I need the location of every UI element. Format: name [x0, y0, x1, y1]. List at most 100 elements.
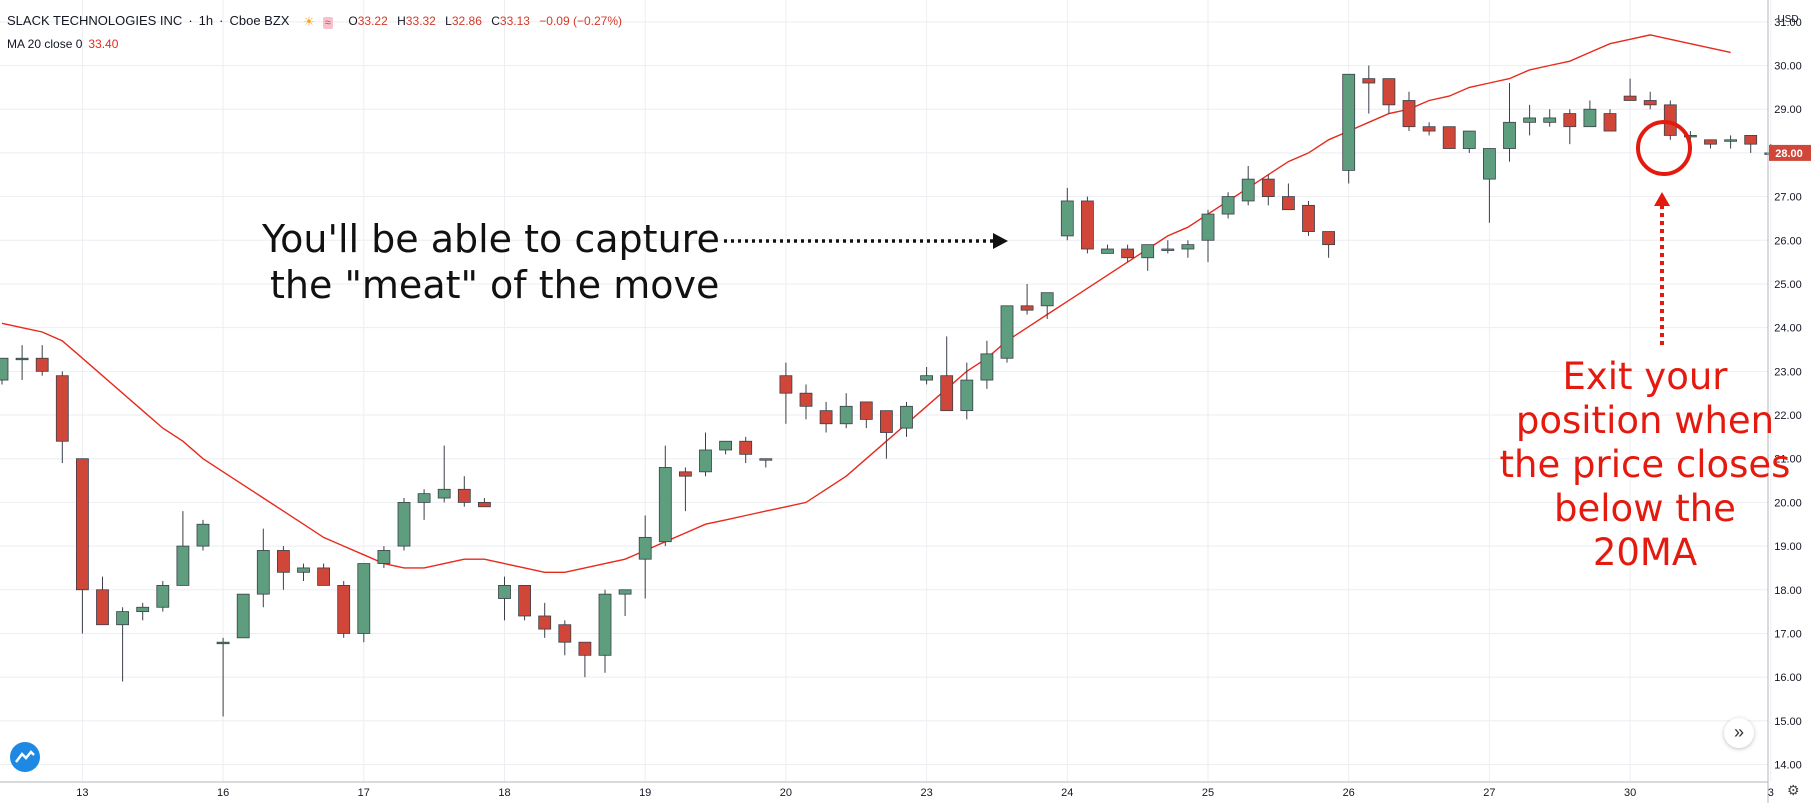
- candle-body: [1583, 108, 1597, 128]
- candle-body: [699, 449, 712, 473]
- x-tick-label: 27: [1483, 787, 1495, 799]
- candle-body: [638, 536, 652, 560]
- candle-body: [759, 458, 773, 461]
- gear-icon[interactable]: ⚙: [1787, 782, 1800, 798]
- x-tick-label: 18: [498, 787, 510, 799]
- candle-body: [578, 641, 592, 656]
- candle-body: [940, 375, 954, 412]
- candle-body: [1020, 305, 1034, 311]
- candle: [759, 458, 773, 468]
- candle-body: [96, 589, 109, 626]
- currency-label: USD: [1777, 14, 1798, 25]
- candle-body: [1241, 178, 1255, 202]
- candle: [116, 607, 129, 682]
- wave-icon: ≈: [322, 16, 333, 29]
- session-icons: ☀ ≈: [303, 14, 339, 30]
- candle-body: [1684, 135, 1697, 138]
- candle: [76, 458, 89, 634]
- candle-body: [357, 563, 371, 634]
- candle-body: [1563, 113, 1577, 128]
- candle: [1322, 231, 1335, 258]
- candle: [1221, 192, 1235, 219]
- candle-body: [658, 467, 672, 543]
- candle-body: [1623, 95, 1637, 101]
- candle: [1101, 244, 1114, 254]
- candle-body: [377, 550, 391, 564]
- y-tick-label: 24.00: [1774, 323, 1802, 335]
- candle: [0, 357, 9, 385]
- y-tick-label: 22.00: [1774, 410, 1802, 422]
- indicator-value: 33.40: [88, 37, 119, 51]
- candle: [1141, 244, 1155, 271]
- candle: [297, 563, 310, 582]
- symbol-name[interactable]: SLACK TECHNOLOGIES INC: [7, 13, 183, 28]
- candle: [1040, 292, 1054, 319]
- candle-body: [0, 357, 9, 381]
- candle: [1724, 135, 1737, 149]
- candle-body: [397, 502, 411, 547]
- candle-body: [1000, 305, 1014, 359]
- x-tick-label: 3: [1768, 787, 1774, 799]
- y-tick-label: 16.00: [1774, 672, 1802, 684]
- candle-body: [558, 624, 572, 643]
- interval[interactable]: 1h: [198, 13, 214, 28]
- candle-body: [35, 357, 49, 372]
- candle: [518, 585, 531, 621]
- double-chevron-right-icon[interactable]: »: [1724, 718, 1754, 748]
- candle-body: [980, 353, 994, 381]
- candle: [136, 602, 150, 621]
- separator: ·: [188, 13, 193, 28]
- candle: [880, 410, 893, 459]
- candle: [55, 371, 69, 464]
- candle-body: [819, 410, 833, 425]
- candle: [236, 593, 250, 639]
- candle: [457, 476, 471, 507]
- candle-body: [297, 567, 310, 573]
- last-price-label: 28.00: [1775, 148, 1803, 160]
- candle-body: [1302, 204, 1315, 232]
- y-tick-label: 14.00: [1774, 760, 1802, 772]
- candle: [317, 563, 331, 586]
- candle: [1181, 240, 1195, 258]
- candle-body: [799, 392, 813, 407]
- candle: [1161, 240, 1175, 254]
- candle: [819, 401, 833, 433]
- candle-body: [1342, 73, 1356, 171]
- candle-body: [839, 405, 853, 425]
- candle-body: [1422, 126, 1436, 132]
- candle-body: [457, 488, 471, 503]
- candle-body: [1060, 200, 1074, 237]
- y-tick-label: 31.00: [1774, 17, 1802, 29]
- candle-body: [1523, 117, 1536, 123]
- annotation-line: 20MA: [1592, 531, 1698, 574]
- y-tick-label: 29.00: [1774, 104, 1802, 116]
- candle-body: [236, 593, 250, 639]
- candle-body: [1603, 113, 1617, 132]
- candle: [1020, 283, 1034, 315]
- sun-icon: ☀: [303, 13, 315, 29]
- candle: [1523, 104, 1536, 136]
- x-tick-label: 26: [1343, 787, 1355, 799]
- last-price-tag: [1769, 144, 1811, 161]
- candle: [1543, 109, 1557, 127]
- candle: [839, 393, 853, 429]
- indicator-legend[interactable]: MA 20 close 0 33.40: [7, 37, 118, 51]
- y-tick-label: 27.00: [1774, 192, 1802, 204]
- tradingview-logo-icon[interactable]: [10, 742, 40, 772]
- candle-body: [15, 357, 29, 361]
- high-value: 33.32: [405, 14, 436, 28]
- capture-annotation: You'll be able to capture the "meat" of …: [262, 216, 720, 308]
- candle: [1362, 65, 1376, 114]
- candle: [679, 467, 692, 512]
- candle: [900, 401, 913, 437]
- candle: [276, 546, 290, 590]
- candle-body: [76, 458, 89, 591]
- candle: [1081, 196, 1094, 254]
- candle: [940, 336, 954, 412]
- annotation-line: position when: [1515, 399, 1775, 442]
- candle-body: [256, 550, 270, 595]
- exit-circle: [1636, 120, 1692, 176]
- candle-body: [176, 545, 190, 586]
